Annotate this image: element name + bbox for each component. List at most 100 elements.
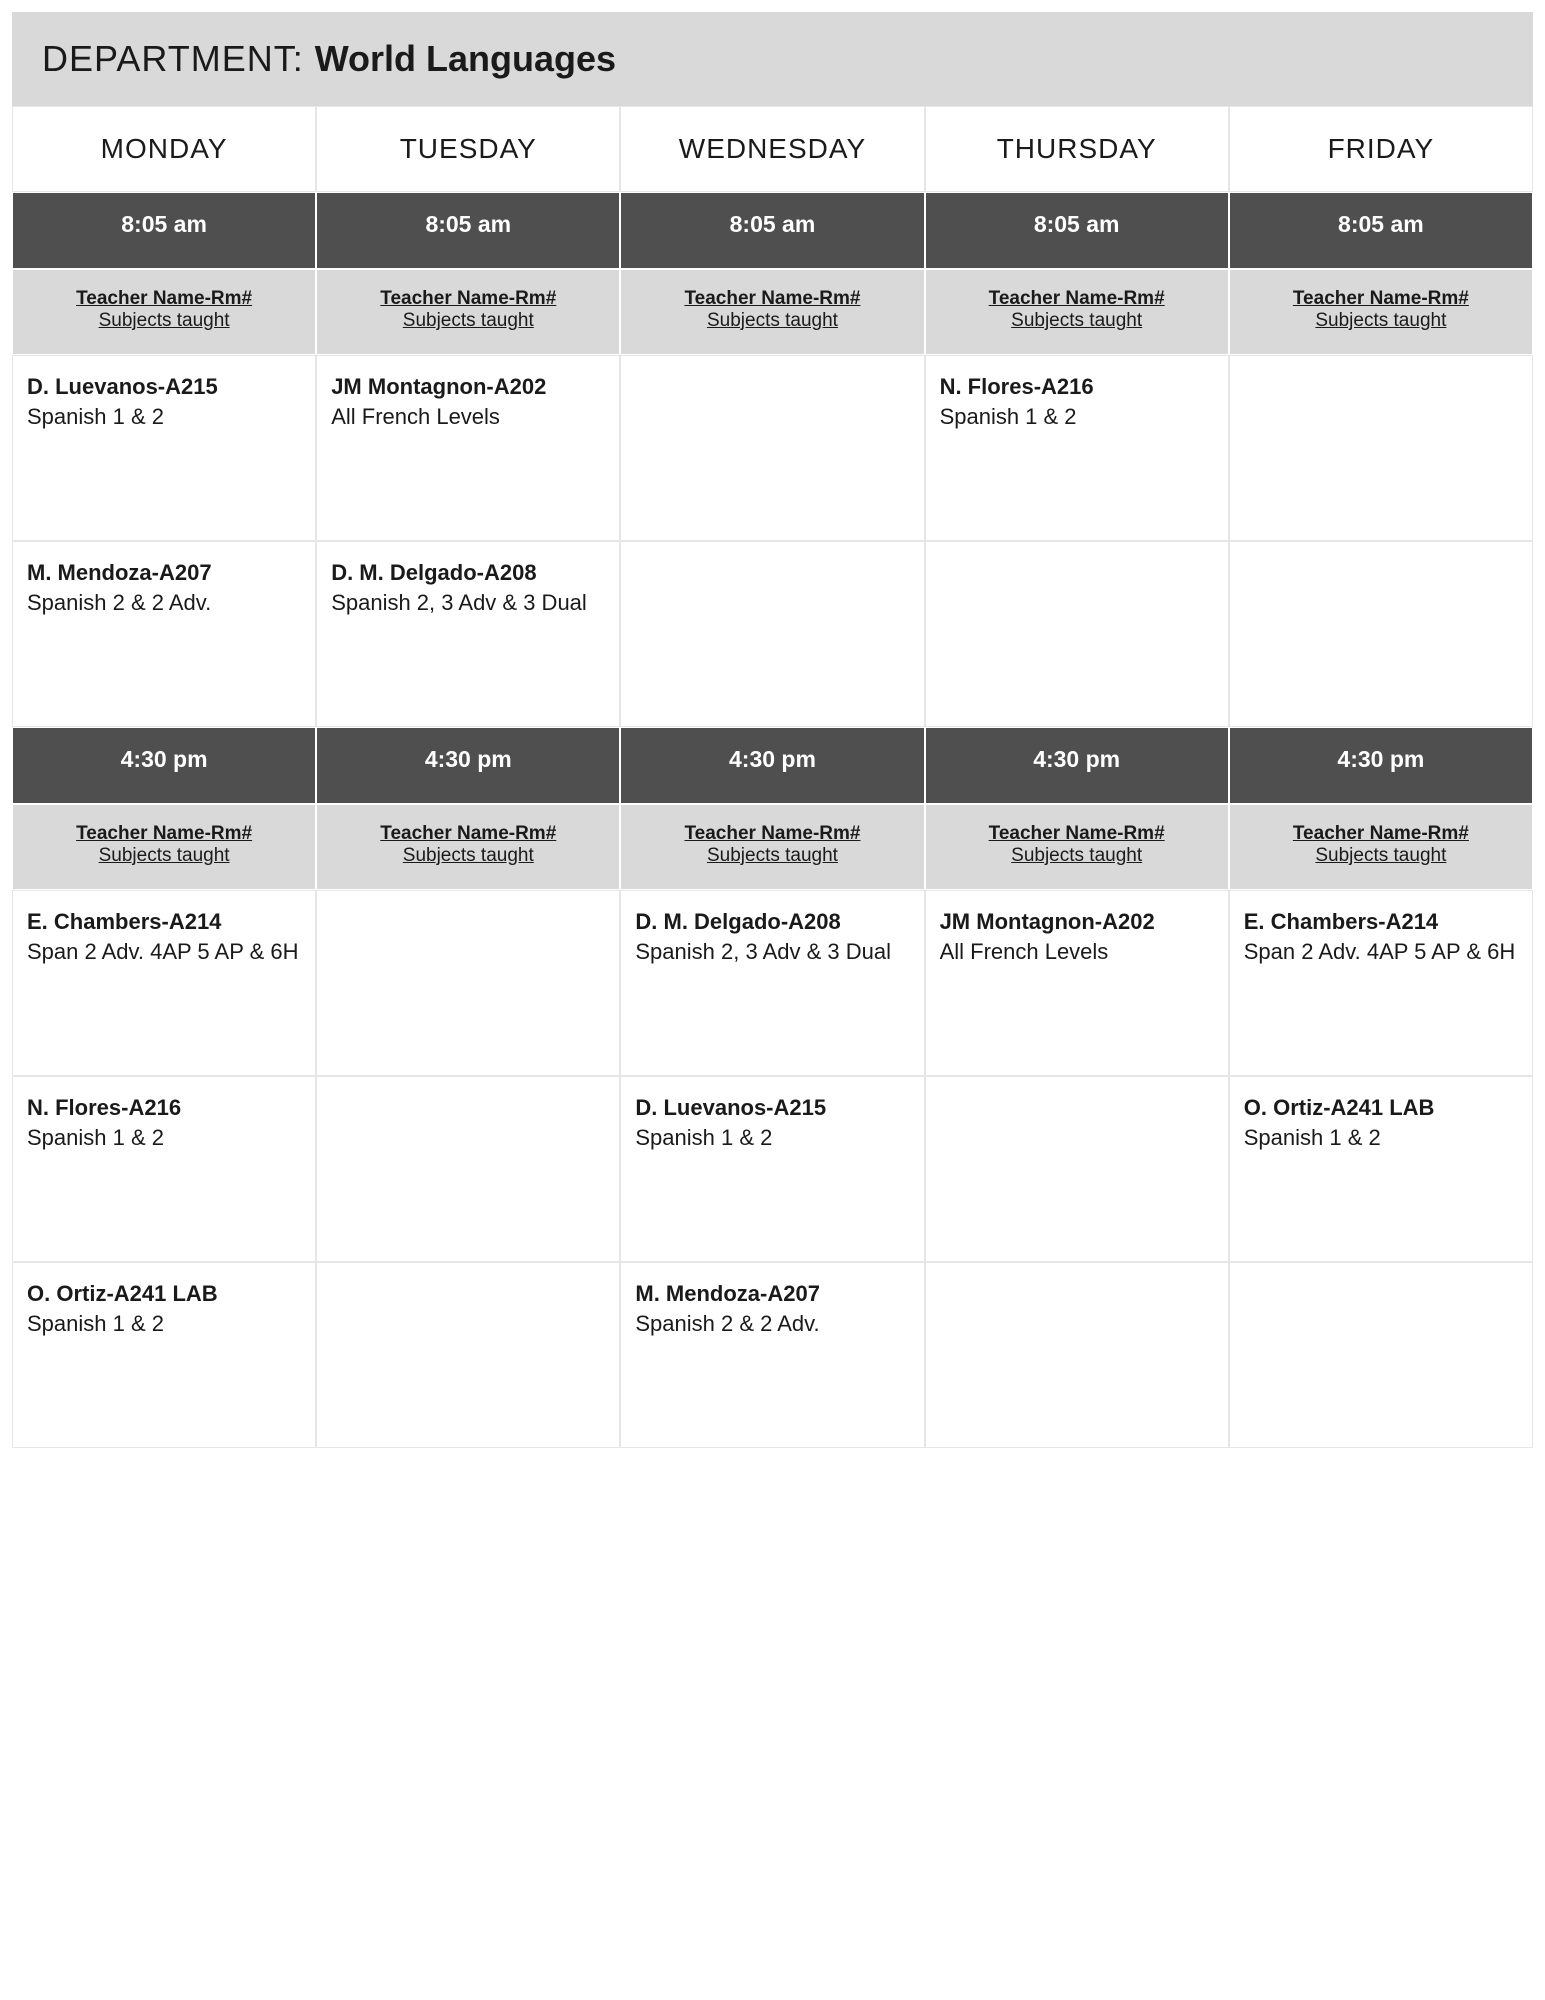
- teacher-room: E. Chambers-A214: [1244, 907, 1518, 937]
- column-label: Teacher Name-Rm#Subjects taught: [1229, 269, 1533, 355]
- column-label-row: Teacher Name-Rm#Subjects taught Teacher …: [12, 804, 1533, 890]
- day-header: WEDNESDAY: [620, 106, 924, 192]
- col-label-line1: Teacher Name-Rm#: [934, 288, 1220, 310]
- col-label-line1: Teacher Name-Rm#: [934, 823, 1220, 845]
- subjects: Span 2 Adv. 4AP 5 AP & 6H: [1244, 937, 1518, 967]
- time-cell: 8:05 am: [12, 192, 316, 269]
- teacher-room: M. Mendoza-A207: [27, 558, 301, 588]
- subjects: All French Levels: [940, 937, 1214, 967]
- subjects: Span 2 Adv. 4AP 5 AP & 6H: [27, 937, 301, 967]
- col-label-line2: Subjects taught: [629, 845, 915, 867]
- teacher-room: O. Ortiz-A241 LAB: [27, 1279, 301, 1309]
- teacher-room: N. Flores-A216: [940, 372, 1214, 402]
- subjects: Spanish 1 & 2: [635, 1123, 909, 1153]
- subjects: Spanish 1 & 2: [940, 402, 1214, 432]
- column-label-row: Teacher Name-Rm#Subjects taught Teacher …: [12, 269, 1533, 355]
- subjects: Spanish 1 & 2: [27, 1123, 301, 1153]
- teacher-room: D. Luevanos-A215: [635, 1093, 909, 1123]
- schedule-entry: M. Mendoza-A207Spanish 2 & 2 Adv.: [12, 541, 316, 727]
- column-label: Teacher Name-Rm#Subjects taught: [620, 804, 924, 890]
- schedule-entry: D. Luevanos-A215Spanish 1 & 2: [12, 355, 316, 541]
- time-cell: 4:30 pm: [316, 727, 620, 804]
- day-header: TUESDAY: [316, 106, 620, 192]
- teacher-room: N. Flores-A216: [27, 1093, 301, 1123]
- subjects: Spanish 2, 3 Adv & 3 Dual: [635, 937, 909, 967]
- schedule-entry: JM Montagnon-A202All French Levels: [316, 355, 620, 541]
- teacher-room: O. Ortiz-A241 LAB: [1244, 1093, 1518, 1123]
- teacher-room: D. M. Delgado-A208: [635, 907, 909, 937]
- col-label-line2: Subjects taught: [1238, 845, 1524, 867]
- col-label-line2: Subjects taught: [1238, 310, 1524, 332]
- col-label-line1: Teacher Name-Rm#: [325, 288, 611, 310]
- schedule-entry-empty: [620, 355, 924, 541]
- time-cell: 4:30 pm: [620, 727, 924, 804]
- column-label: Teacher Name-Rm#Subjects taught: [1229, 804, 1533, 890]
- department-label: DEPARTMENT:: [42, 38, 315, 79]
- schedule-entry-empty: [316, 1262, 620, 1448]
- schedule-entry-empty: [620, 541, 924, 727]
- time-cell: 8:05 am: [1229, 192, 1533, 269]
- schedule-entry: E. Chambers-A214Span 2 Adv. 4AP 5 AP & 6…: [1229, 890, 1533, 1076]
- subjects: Spanish 1 & 2: [27, 1309, 301, 1339]
- day-row: MONDAY TUESDAY WEDNESDAY THURSDAY FRIDAY: [12, 106, 1533, 192]
- schedule-entry: O. Ortiz-A241 LABSpanish 1 & 2: [12, 1262, 316, 1448]
- schedule-entry-empty: [925, 541, 1229, 727]
- subjects: All French Levels: [331, 402, 605, 432]
- subjects: Spanish 1 & 2: [1244, 1123, 1518, 1153]
- schedule-entry-empty: [1229, 541, 1533, 727]
- time-cell: 8:05 am: [316, 192, 620, 269]
- time-cell: 4:30 pm: [925, 727, 1229, 804]
- schedule-entry: N. Flores-A216Spanish 1 & 2: [12, 1076, 316, 1262]
- department-value: World Languages: [315, 38, 616, 79]
- schedule-entry-empty: [925, 1076, 1229, 1262]
- col-label-line1: Teacher Name-Rm#: [629, 823, 915, 845]
- col-label-line2: Subjects taught: [629, 310, 915, 332]
- col-label-line2: Subjects taught: [934, 310, 1220, 332]
- schedule-entry: JM Montagnon-A202All French Levels: [925, 890, 1229, 1076]
- schedule-entry: O. Ortiz-A241 LABSpanish 1 & 2: [1229, 1076, 1533, 1262]
- subjects: Spanish 2, 3 Adv & 3 Dual: [331, 588, 605, 618]
- teacher-room: D. M. Delgado-A208: [331, 558, 605, 588]
- time-cell: 8:05 am: [925, 192, 1229, 269]
- time-cell: 8:05 am: [620, 192, 924, 269]
- column-label: Teacher Name-Rm#Subjects taught: [12, 269, 316, 355]
- schedule-container: DEPARTMENT: World Languages MONDAY TUESD…: [12, 12, 1533, 1448]
- subjects: Spanish 2 & 2 Adv.: [27, 588, 301, 618]
- col-label-line1: Teacher Name-Rm#: [1238, 288, 1524, 310]
- col-label-line1: Teacher Name-Rm#: [21, 288, 307, 310]
- entry-row: E. Chambers-A214Span 2 Adv. 4AP 5 AP & 6…: [12, 890, 1533, 1076]
- department-header: DEPARTMENT: World Languages: [12, 12, 1533, 106]
- teacher-room: JM Montagnon-A202: [940, 907, 1214, 937]
- schedule-entry-empty: [1229, 355, 1533, 541]
- teacher-room: M. Mendoza-A207: [635, 1279, 909, 1309]
- day-header: FRIDAY: [1229, 106, 1533, 192]
- teacher-room: D. Luevanos-A215: [27, 372, 301, 402]
- schedule-entry: D. M. Delgado-A208Spanish 2, 3 Adv & 3 D…: [620, 890, 924, 1076]
- col-label-line2: Subjects taught: [325, 845, 611, 867]
- day-header: THURSDAY: [925, 106, 1229, 192]
- time-row: 4:30 pm 4:30 pm 4:30 pm 4:30 pm 4:30 pm: [12, 727, 1533, 804]
- col-label-line1: Teacher Name-Rm#: [629, 288, 915, 310]
- col-label-line1: Teacher Name-Rm#: [325, 823, 611, 845]
- entry-row: M. Mendoza-A207Spanish 2 & 2 Adv. D. M. …: [12, 541, 1533, 727]
- schedule-entry: D. Luevanos-A215Spanish 1 & 2: [620, 1076, 924, 1262]
- col-label-line2: Subjects taught: [325, 310, 611, 332]
- schedule-entry-empty: [1229, 1262, 1533, 1448]
- column-label: Teacher Name-Rm#Subjects taught: [316, 804, 620, 890]
- schedule-entry-empty: [316, 890, 620, 1076]
- col-label-line1: Teacher Name-Rm#: [21, 823, 307, 845]
- column-label: Teacher Name-Rm#Subjects taught: [925, 804, 1229, 890]
- col-label-line2: Subjects taught: [21, 310, 307, 332]
- entry-row: D. Luevanos-A215Spanish 1 & 2 JM Montagn…: [12, 355, 1533, 541]
- subjects: Spanish 1 & 2: [27, 402, 301, 432]
- entry-row: O. Ortiz-A241 LABSpanish 1 & 2 M. Mendoz…: [12, 1262, 1533, 1448]
- schedule-entry-empty: [316, 1076, 620, 1262]
- entry-row: N. Flores-A216Spanish 1 & 2 D. Luevanos-…: [12, 1076, 1533, 1262]
- teacher-room: E. Chambers-A214: [27, 907, 301, 937]
- day-header: MONDAY: [12, 106, 316, 192]
- column-label: Teacher Name-Rm#Subjects taught: [925, 269, 1229, 355]
- schedule-entry-empty: [925, 1262, 1229, 1448]
- schedule-entry: D. M. Delgado-A208Spanish 2, 3 Adv & 3 D…: [316, 541, 620, 727]
- subjects: Spanish 2 & 2 Adv.: [635, 1309, 909, 1339]
- schedule-entry: E. Chambers-A214Span 2 Adv. 4AP 5 AP & 6…: [12, 890, 316, 1076]
